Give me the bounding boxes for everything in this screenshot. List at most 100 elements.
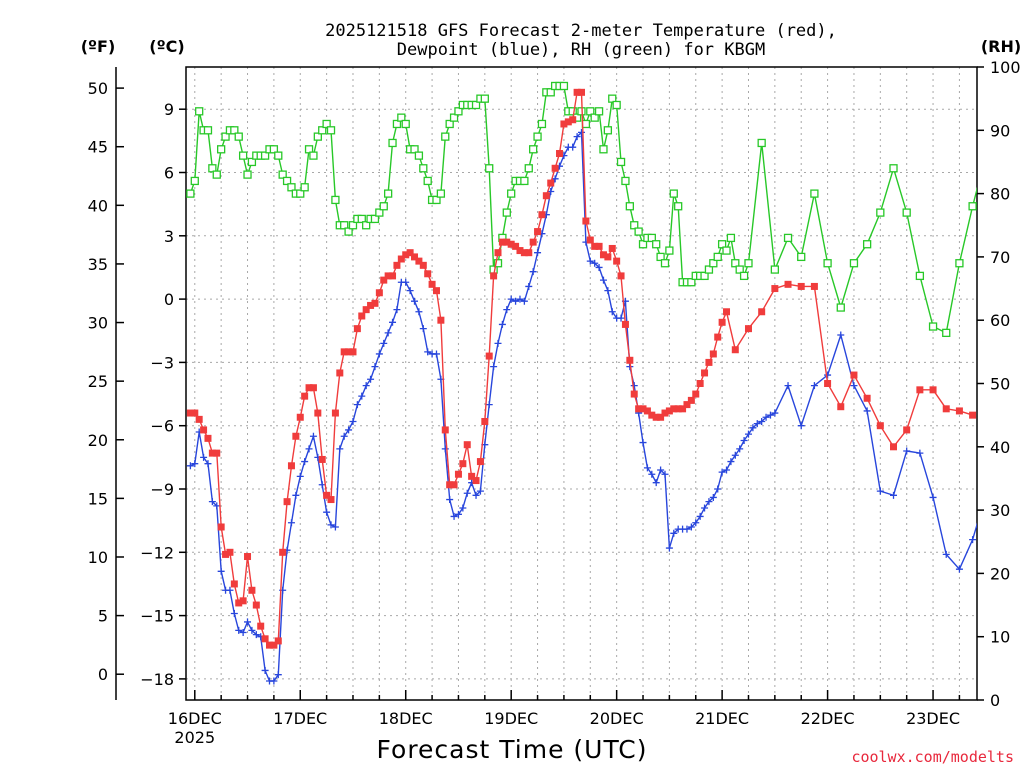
dewpoint-point — [375, 350, 383, 358]
temperature-point — [358, 312, 366, 320]
temperature-point — [314, 409, 322, 417]
rh-point — [234, 132, 243, 141]
rh-point — [296, 189, 305, 198]
rh-point — [599, 145, 608, 154]
temperature-point — [279, 548, 287, 556]
dewpoint-point — [687, 523, 695, 531]
rh-point — [388, 138, 397, 148]
fahrenheit-tick-label: 20 — [88, 431, 108, 450]
rh-point — [340, 221, 349, 230]
dewpoint-point — [441, 445, 449, 453]
rh-point — [186, 189, 195, 198]
x-tick-label: 19DEC — [484, 709, 538, 728]
dewpoint-point — [244, 618, 252, 626]
dewpoint-point — [758, 417, 766, 425]
rh-point — [889, 164, 898, 173]
dewpoint-point — [604, 287, 612, 295]
rh-point — [731, 259, 740, 268]
temperature-point — [490, 272, 498, 280]
rh-point — [674, 202, 683, 211]
rh-point — [709, 259, 718, 268]
temperature-point — [573, 88, 581, 96]
dewpoint-point — [389, 318, 397, 326]
temperature-point — [327, 496, 335, 504]
temperature-point — [850, 371, 858, 379]
dewpoint-point — [551, 175, 559, 183]
temperature-point — [942, 405, 950, 413]
rh-point — [313, 132, 322, 141]
temperature-point — [674, 405, 682, 413]
celsius-tick-label: −15 — [140, 607, 174, 626]
dewpoint-point — [384, 329, 392, 337]
dewpoint-point — [643, 464, 651, 472]
dewpoint-point — [248, 626, 256, 634]
rh-point — [507, 189, 516, 198]
rh-point — [739, 271, 749, 281]
temperature-point — [665, 407, 673, 415]
temperature-point — [397, 255, 405, 263]
temperature-point — [287, 462, 295, 470]
temperature-point — [929, 386, 937, 394]
rh-point — [190, 176, 199, 186]
temperature-point — [384, 272, 392, 280]
temperature-point — [265, 641, 273, 649]
dewpoint-point — [701, 504, 709, 512]
temperature-point — [485, 352, 493, 360]
dewpoint-point — [235, 626, 243, 634]
rh-point — [397, 113, 406, 122]
celsius-tick-label: 9 — [164, 100, 174, 119]
temperature-point — [432, 287, 440, 295]
rh-point — [823, 259, 832, 268]
temperature-point — [261, 635, 269, 643]
dewpoint-point — [200, 453, 208, 461]
dewpoint-point — [459, 504, 467, 512]
rh-tick-label: 80 — [990, 185, 1010, 204]
rh-point — [410, 145, 419, 154]
temperature-point — [389, 272, 397, 280]
series-dewpoint-c — [186, 128, 977, 685]
temperature-point — [657, 413, 665, 421]
x-tick-label: 20DEC — [590, 709, 644, 728]
rh-point — [537, 119, 547, 129]
temperature-point — [472, 477, 480, 485]
temperature-point — [244, 553, 252, 561]
dewpoint-point — [305, 445, 313, 453]
temperature-point — [274, 637, 282, 645]
rh-point — [493, 259, 503, 268]
dewpoint-point — [534, 249, 542, 257]
temperature-point — [635, 405, 643, 413]
rh-point — [419, 164, 428, 173]
dewpoint-point — [665, 544, 673, 552]
dewpoint-point — [630, 382, 638, 390]
dewpoint-point — [586, 257, 594, 265]
dewpoint-point — [969, 536, 977, 544]
rh-tick-label: 50 — [990, 375, 1010, 394]
dewpoint-point — [525, 282, 533, 290]
fahrenheit-tick-label: 50 — [88, 79, 108, 98]
temperature-point — [441, 426, 449, 434]
dewpoint-point — [336, 445, 344, 453]
dewpoint-point — [331, 523, 339, 531]
rh-point — [625, 202, 634, 211]
rh-point — [928, 322, 938, 331]
rh-point — [502, 208, 511, 217]
dewpoint-point — [349, 417, 357, 425]
temperature-point — [683, 401, 691, 409]
rh-point — [862, 240, 872, 249]
rh-tick-label: 90 — [990, 121, 1010, 140]
temperature-point — [744, 325, 752, 333]
rh-point — [770, 265, 780, 274]
temperature-point — [670, 405, 678, 413]
credit-label[interactable]: coolwx.com/modelts — [851, 748, 1014, 766]
x-tick-label: 21DEC — [695, 709, 749, 728]
temperature-point — [362, 306, 370, 314]
dewpoint-point — [494, 339, 502, 347]
dewpoint-point — [424, 348, 432, 356]
dewpoint-point — [723, 466, 731, 474]
x-tick-label: 17DEC — [273, 709, 327, 728]
temperature-point — [723, 308, 731, 316]
temperature-point — [529, 238, 537, 246]
fahrenheit-tick-label: 45 — [88, 138, 108, 157]
rh-point — [797, 252, 806, 262]
rh-point — [559, 81, 569, 91]
